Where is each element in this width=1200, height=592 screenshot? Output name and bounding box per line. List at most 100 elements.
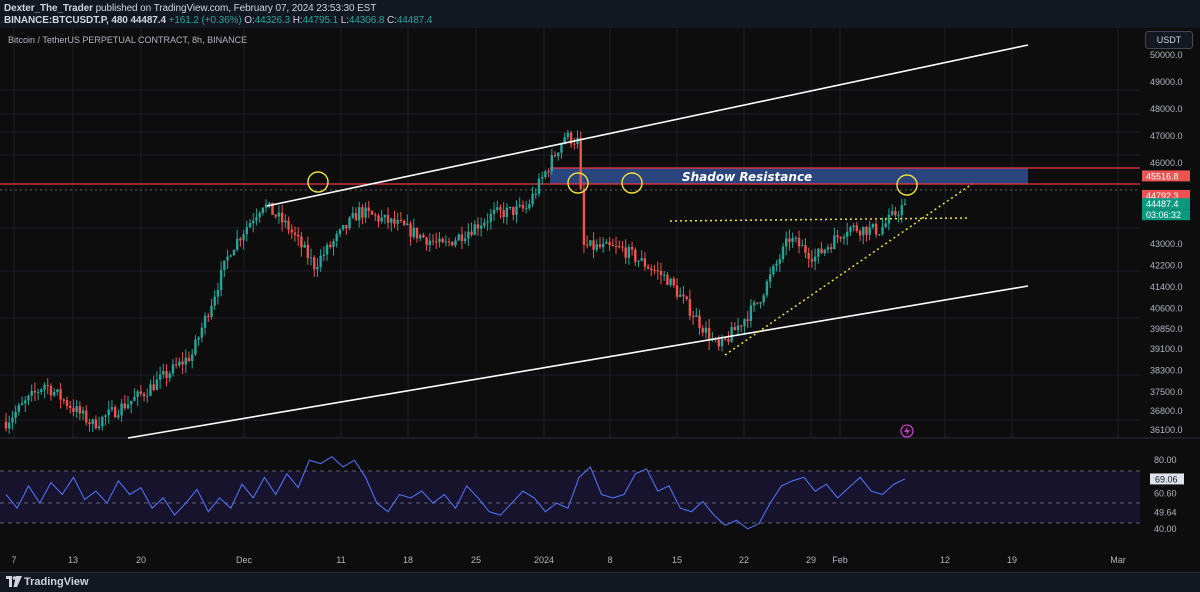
candle-body (126, 404, 130, 409)
candle-body (499, 207, 502, 211)
candle-body (672, 278, 676, 286)
candle-body (733, 327, 737, 331)
candle-body (94, 419, 98, 429)
time-tick-label: Mar (1110, 555, 1126, 565)
candle-body (284, 220, 287, 223)
low-value: 44306.8 (348, 15, 385, 26)
tradingview-brand[interactable]: TradingView (24, 576, 89, 588)
shadow-resistance-label[interactable]: Shadow Resistance (682, 170, 812, 184)
footer: TradingView (0, 572, 1200, 592)
candle-body (303, 244, 306, 248)
candle-body (460, 234, 464, 242)
candle-body (110, 407, 114, 410)
candle-body (900, 205, 903, 216)
candle-body (849, 227, 852, 232)
candle-body (377, 215, 380, 222)
candle-body (897, 215, 900, 217)
candle-body (374, 214, 377, 216)
candle-body (20, 403, 24, 405)
close-value: 44487.4 (396, 15, 433, 26)
candle-body (813, 256, 817, 262)
author-name[interactable]: Dexter_The_Trader (4, 3, 93, 14)
low-label: L: (340, 15, 349, 26)
ohlc-line: BINANCE:BTCUSDT.P, 480 44487.4 +161.2 (+… (4, 15, 432, 26)
candle-body (88, 422, 91, 425)
candle-body (335, 234, 338, 242)
price-tag-label: 03:06:32 (1146, 210, 1181, 220)
tradingview-logo-icon[interactable] (6, 576, 22, 589)
candle-body (640, 258, 643, 261)
candle-body (884, 223, 887, 227)
price-tick-label: 36100.0 (1150, 425, 1183, 435)
candle-body (386, 214, 390, 223)
candle-body (720, 338, 724, 347)
candle-body (219, 269, 223, 290)
candle-body (65, 400, 69, 406)
rsi-tick-label: 60.60 (1154, 488, 1177, 498)
price-tag (1142, 170, 1190, 182)
candle-body (17, 404, 21, 412)
candle-body (881, 226, 884, 235)
close-label: C: (387, 15, 397, 26)
candle-body (245, 227, 249, 235)
candle-body (595, 244, 598, 250)
candle-body (865, 226, 868, 235)
candle-body (81, 410, 85, 414)
rsi-tick-label: 40.00 (1154, 524, 1177, 534)
candle-body (467, 231, 470, 239)
candle-body (547, 171, 550, 173)
candle-body (390, 218, 393, 223)
candle-body (332, 241, 335, 247)
candle-body (887, 214, 891, 224)
lightning-icon[interactable] (900, 424, 914, 438)
candle-body (396, 219, 399, 224)
candle-body (345, 225, 348, 229)
candle-body (123, 403, 126, 409)
rsi-tick-label: 80.00 (1154, 455, 1177, 465)
candle-body (701, 327, 704, 333)
shadow-resistance-zone (550, 168, 1028, 184)
time-tick-label: Feb (832, 555, 848, 565)
candle-body (756, 302, 759, 304)
price-tick-label: 37500.0 (1150, 387, 1183, 397)
currency-button[interactable]: USDT (1145, 31, 1193, 49)
candle-body (662, 274, 666, 276)
candle-body (14, 411, 17, 418)
candle-body (788, 238, 791, 242)
chart-pane[interactable]: Shadow Resistance 50000.0 49000.0 48000.0 4… (0, 28, 1200, 572)
candle-body (614, 245, 618, 247)
candle-body (120, 403, 123, 416)
candle-body (409, 223, 412, 237)
candle-body (309, 257, 313, 259)
candle-body (531, 193, 534, 205)
candle-body (187, 357, 191, 361)
candle-body (871, 223, 875, 228)
price-tag-label: 44487.4 (1146, 199, 1179, 209)
high-value: 44795.1 (302, 15, 339, 26)
touch-circle (567, 172, 589, 194)
candle-body (698, 315, 701, 328)
candle-body (528, 204, 531, 209)
candle-body (630, 246, 634, 250)
candle-body (502, 210, 505, 218)
candle-body (216, 289, 220, 297)
candle-body (43, 385, 46, 390)
candle-body (691, 315, 695, 317)
touch-circle (621, 172, 643, 194)
candle-body (203, 315, 207, 328)
time-tick-label: Dec (236, 555, 253, 565)
candle-body (232, 249, 236, 256)
candle-body (229, 255, 232, 257)
candle-body (618, 245, 621, 247)
price-tick-label: 49000.0 (1150, 77, 1183, 87)
candle-body (804, 245, 807, 253)
candle-body (49, 385, 53, 396)
symbol-title[interactable]: Bitcoin / TetherUS PERPETUAL CONTRACT, 8… (8, 35, 248, 45)
candle-body (637, 260, 640, 262)
candle-body (515, 206, 518, 215)
price-tick-label: 41400.0 (1150, 282, 1183, 292)
candle-body (470, 231, 473, 235)
candle-body (512, 206, 515, 215)
candle-body (486, 221, 489, 223)
